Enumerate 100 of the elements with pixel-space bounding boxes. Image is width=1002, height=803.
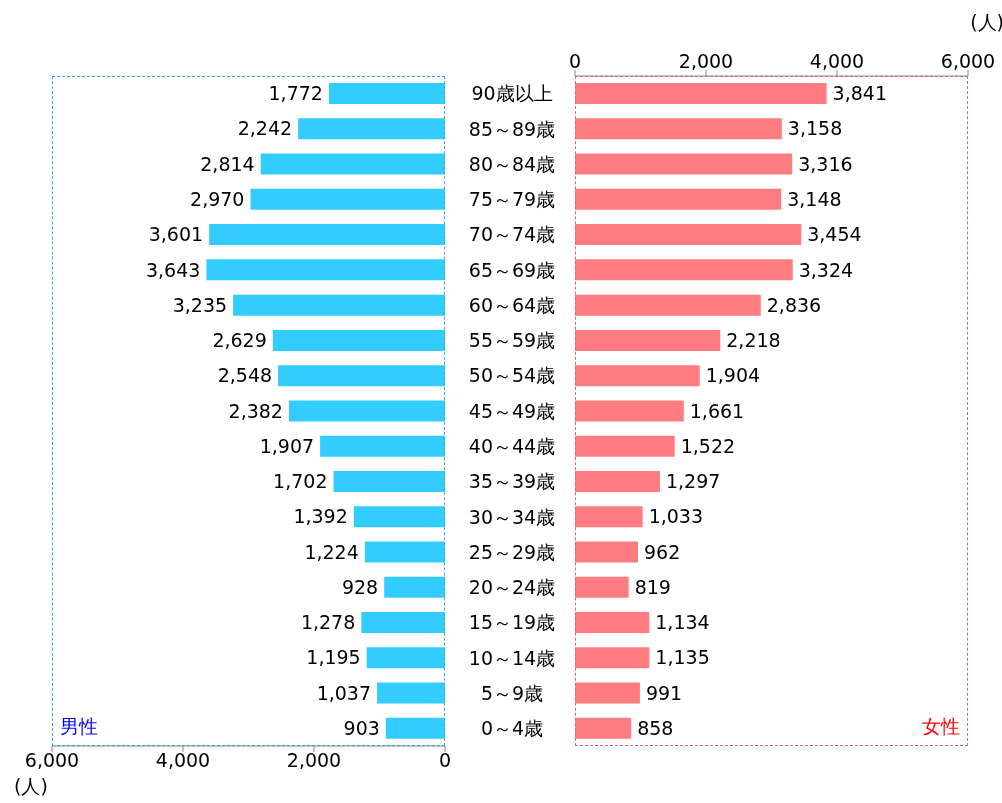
data-label: 3,158 — [787, 117, 843, 140]
bar — [575, 576, 629, 598]
bar — [385, 717, 445, 739]
bar — [233, 294, 445, 316]
data-label: 2,814 — [200, 152, 255, 175]
data-label: 1,522 — [680, 434, 736, 457]
data-label: 928 — [341, 575, 379, 598]
data-label: 1,278 — [300, 611, 356, 634]
bar — [272, 329, 445, 351]
x-tick-label: 0 — [438, 749, 452, 772]
data-label: 1,195 — [306, 646, 361, 669]
bar — [575, 435, 675, 457]
bar — [575, 541, 639, 563]
bar — [575, 224, 802, 246]
y-tick-label: 35～39歳 — [468, 470, 556, 493]
data-label: 3,601 — [148, 223, 204, 246]
y-tick-label: 40～44歳 — [468, 435, 556, 458]
bar — [353, 506, 445, 528]
data-label: 2,629 — [212, 329, 267, 352]
bar — [575, 682, 640, 704]
y-tick-label: 60～64歳 — [468, 293, 556, 316]
data-label: 3,324 — [798, 258, 854, 281]
bar — [575, 506, 643, 528]
data-label: 903 — [343, 716, 380, 739]
bar — [320, 435, 445, 457]
data-label: 962 — [644, 540, 681, 563]
x2-tick-label: 0 — [568, 50, 582, 72]
annotation: 男性 — [60, 714, 98, 739]
x-tick-label: 4,000 — [155, 749, 211, 772]
bar — [575, 188, 782, 210]
x-axis-title: (人) — [14, 774, 48, 799]
bar — [575, 717, 632, 739]
data-label: 1,772 — [268, 82, 323, 105]
bar — [250, 188, 445, 210]
x-tick-label: 6,000 — [24, 749, 80, 772]
y-tick-label: 70～74歳 — [468, 223, 556, 246]
x2-tick-label: 4,000 — [809, 50, 865, 72]
bar — [575, 647, 650, 669]
data-label: 2,382 — [228, 399, 283, 422]
x2-axis-title: (人) — [970, 10, 1002, 35]
y-tick-label: 75～79歳 — [468, 188, 556, 211]
data-label: 3,454 — [807, 223, 862, 246]
bar — [298, 118, 445, 140]
y-tick-label: 45～49歳 — [468, 399, 556, 422]
data-label: 2,242 — [237, 117, 293, 140]
x2-tick-label: 6,000 — [940, 50, 996, 72]
bar — [333, 470, 445, 492]
y-tick-label: 90歳以上 — [471, 82, 553, 105]
bar — [575, 118, 782, 140]
y-tick-label: 65～69歳 — [468, 258, 556, 281]
y-tick-label: 10～14歳 — [468, 646, 556, 669]
bar — [575, 612, 650, 633]
bar — [260, 153, 445, 175]
bar — [209, 224, 445, 246]
text: 女性 — [922, 714, 960, 739]
bar — [575, 83, 827, 105]
bar — [575, 365, 700, 387]
bar — [575, 329, 721, 351]
bar — [575, 153, 793, 175]
bar — [384, 576, 445, 598]
bar — [288, 400, 445, 422]
data-label: 1,224 — [304, 540, 359, 563]
data-label: 819 — [634, 575, 671, 598]
y-tick-label: 5～9歳 — [480, 681, 544, 704]
y-tick-label: 80～84歳 — [468, 152, 556, 175]
bar — [575, 400, 684, 422]
data-label: 1,135 — [655, 646, 710, 669]
y-tick-label: 25～29歳 — [468, 540, 556, 563]
data-label: 3,841 — [832, 82, 887, 105]
bar — [366, 647, 445, 669]
y-tick-label: 20～24歳 — [468, 576, 556, 599]
y-tick-label: 55～59歳 — [468, 329, 556, 352]
data-label: 991 — [645, 681, 683, 704]
data-label: 1,661 — [689, 399, 745, 422]
bar — [328, 83, 445, 105]
x2-tick-label: 2,000 — [678, 50, 734, 72]
data-label: 1,297 — [665, 470, 721, 493]
data-label: 3,316 — [798, 152, 853, 175]
data-label: 1,702 — [273, 470, 328, 493]
data-label: 2,970 — [190, 187, 245, 210]
bar — [575, 470, 660, 492]
bar — [361, 612, 445, 633]
y-tick-label: 50～54歳 — [468, 364, 556, 387]
bar — [206, 259, 445, 281]
y-tick-label: 30～34歳 — [468, 505, 556, 528]
y-tick-label: 15～19歳 — [468, 611, 556, 634]
bar — [278, 365, 445, 387]
data-label: 1,134 — [655, 611, 710, 634]
bar — [377, 682, 445, 704]
data-label: 1,037 — [316, 681, 372, 704]
data-label: 3,148 — [787, 187, 842, 210]
bar — [575, 294, 761, 316]
y-tick-label: 85～89歳 — [468, 117, 556, 140]
data-label: 1,907 — [259, 434, 315, 457]
data-label: 3,235 — [172, 293, 228, 316]
data-label: 1,904 — [705, 364, 761, 387]
data-label: 2,548 — [217, 364, 273, 387]
data-label: 1,392 — [293, 505, 348, 528]
data-label: 2,218 — [726, 329, 781, 352]
data-label: 1,033 — [648, 505, 704, 528]
